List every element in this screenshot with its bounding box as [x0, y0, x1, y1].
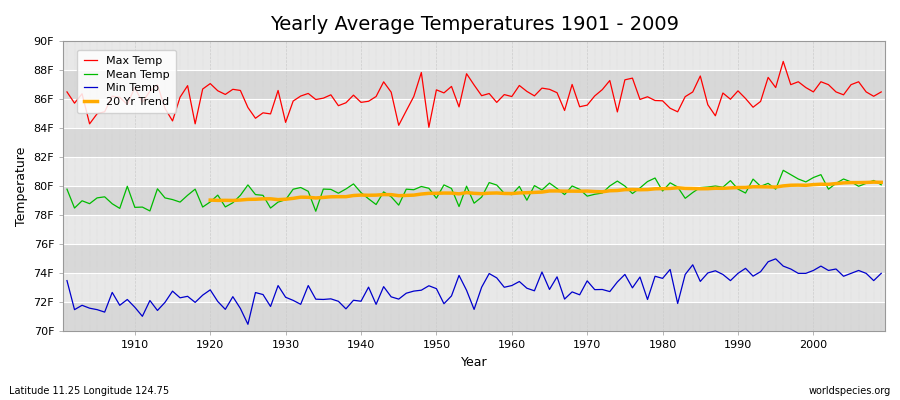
- Max Temp: [61, 90, 72, 94]
- Bar: [63, 41, 885, 70]
- 20 Yr Trend: [868, 180, 879, 184]
- Line: Max Temp: Max Temp: [67, 62, 881, 127]
- Y-axis label: Temperature: Temperature: [15, 146, 28, 226]
- Line: 20 Yr Trend: 20 Yr Trend: [211, 182, 881, 200]
- Mean Temp: [122, 184, 132, 189]
- Max Temp: [605, 78, 616, 83]
- Mean Temp: [514, 184, 525, 189]
- Min Temp: [507, 283, 517, 288]
- Min Temp: [242, 322, 253, 327]
- Bar: [63, 99, 885, 128]
- Bar: [63, 273, 885, 302]
- Min Temp: [770, 256, 781, 261]
- Min Temp: [514, 279, 525, 284]
- Max Temp: [333, 103, 344, 108]
- Min Temp: [61, 278, 72, 283]
- 20 Yr Trend: [786, 183, 796, 188]
- Bar: [63, 302, 885, 332]
- X-axis label: Year: Year: [461, 356, 488, 369]
- Text: Latitude 11.25 Longitude 124.75: Latitude 11.25 Longitude 124.75: [9, 386, 169, 396]
- Mean Temp: [61, 187, 72, 192]
- Legend: Max Temp, Mean Temp, Min Temp, 20 Yr Trend: Max Temp, Mean Temp, Min Temp, 20 Yr Tre…: [77, 50, 176, 113]
- Bar: [63, 70, 885, 99]
- Bar: [63, 157, 885, 186]
- 20 Yr Trend: [228, 198, 238, 203]
- Min Temp: [340, 306, 351, 311]
- Mean Temp: [288, 187, 299, 192]
- Title: Yearly Average Temperatures 1901 - 2009: Yearly Average Temperatures 1901 - 2009: [270, 15, 679, 34]
- Max Temp: [122, 102, 132, 107]
- Bar: [63, 128, 885, 157]
- Max Temp: [424, 125, 435, 130]
- 20 Yr Trend: [302, 195, 313, 200]
- Max Temp: [288, 99, 299, 104]
- Mean Temp: [507, 192, 517, 197]
- 20 Yr Trend: [416, 192, 427, 196]
- Max Temp: [507, 94, 517, 99]
- Mean Temp: [778, 168, 788, 173]
- Min Temp: [876, 271, 886, 276]
- Min Temp: [605, 289, 616, 294]
- Text: worldspecies.org: worldspecies.org: [809, 386, 891, 396]
- 20 Yr Trend: [205, 198, 216, 202]
- Max Temp: [778, 59, 788, 64]
- Bar: [63, 244, 885, 273]
- Line: Min Temp: Min Temp: [67, 259, 881, 324]
- Mean Temp: [876, 182, 886, 187]
- Mean Temp: [340, 186, 351, 191]
- Min Temp: [295, 302, 306, 307]
- 20 Yr Trend: [853, 180, 864, 185]
- 20 Yr Trend: [680, 186, 690, 191]
- Mean Temp: [310, 209, 321, 214]
- 20 Yr Trend: [876, 180, 886, 185]
- Bar: [63, 215, 885, 244]
- Max Temp: [514, 83, 525, 88]
- Max Temp: [876, 90, 886, 94]
- 20 Yr Trend: [770, 185, 781, 190]
- Min Temp: [122, 297, 132, 302]
- Line: Mean Temp: Mean Temp: [67, 170, 881, 211]
- Mean Temp: [605, 184, 616, 188]
- Bar: [63, 186, 885, 215]
